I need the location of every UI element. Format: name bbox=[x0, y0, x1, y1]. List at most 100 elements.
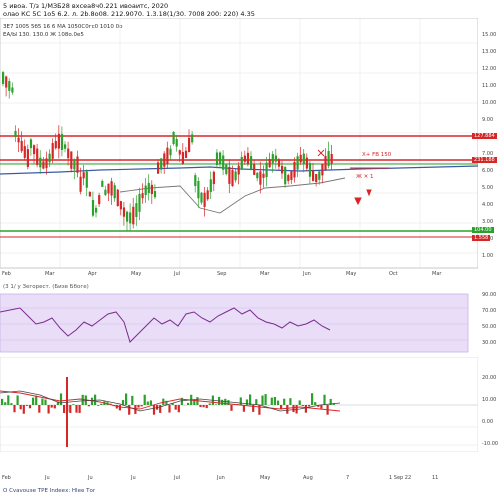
macd-bar bbox=[280, 405, 283, 409]
time-tick-4: Jul bbox=[174, 271, 181, 277]
macd-bar bbox=[59, 393, 63, 405]
rsi-tick-0: 90.00 bbox=[482, 292, 497, 298]
candle-body bbox=[169, 148, 172, 156]
candle-body bbox=[42, 161, 45, 169]
macd-bar bbox=[16, 395, 19, 405]
candle-body bbox=[113, 185, 116, 199]
candle-body bbox=[296, 156, 299, 170]
candle-body bbox=[200, 192, 203, 203]
macd-bar bbox=[221, 399, 224, 405]
moving-average-line bbox=[0, 165, 478, 175]
candle-body bbox=[166, 147, 169, 165]
candle-body bbox=[39, 157, 42, 168]
candle-body bbox=[88, 191, 91, 197]
candle-body bbox=[318, 171, 321, 180]
price-tick-8: 6.00 bbox=[482, 168, 494, 174]
candle-body bbox=[36, 148, 39, 165]
macd-bar bbox=[72, 404, 75, 405]
price-tick-3: 11.00 bbox=[482, 83, 497, 89]
candle-body bbox=[129, 212, 132, 224]
candle-body bbox=[212, 171, 215, 185]
macd-bar bbox=[320, 405, 323, 409]
candle-body bbox=[2, 72, 5, 84]
price-grid bbox=[0, 18, 478, 268]
candle-body bbox=[147, 182, 150, 194]
price-tick-1: 13.00 bbox=[482, 49, 497, 55]
macd-bar bbox=[174, 405, 177, 410]
macd-bar bbox=[239, 397, 242, 405]
macd-bar bbox=[7, 395, 10, 405]
macd-bar bbox=[168, 405, 171, 413]
macd-bar bbox=[10, 403, 13, 405]
macd-bar bbox=[69, 405, 72, 413]
macd-bar bbox=[317, 405, 320, 407]
macd-bar bbox=[286, 405, 289, 414]
macd-bar bbox=[298, 400, 301, 405]
candle-body bbox=[116, 189, 119, 207]
macd-bar bbox=[242, 405, 245, 412]
candle-body bbox=[67, 148, 70, 159]
macd-bar bbox=[41, 398, 44, 405]
candle-body bbox=[175, 139, 178, 147]
candle-body bbox=[330, 153, 333, 164]
macd-bar bbox=[301, 405, 304, 406]
macd-bar bbox=[32, 397, 35, 405]
candle-body bbox=[73, 159, 76, 170]
candle-body bbox=[265, 162, 268, 178]
rsi-tick-3: 30.00 bbox=[482, 340, 497, 346]
candle-body bbox=[228, 166, 231, 184]
candle-body bbox=[237, 165, 240, 175]
macd-bar bbox=[140, 405, 143, 407]
candle-body bbox=[281, 165, 284, 174]
macd-tick-3: -10.00 bbox=[482, 441, 499, 447]
candle-body bbox=[122, 207, 126, 217]
time-tick-0: Feb bbox=[2, 271, 11, 277]
candle-body bbox=[197, 180, 200, 199]
candle-body bbox=[191, 134, 194, 143]
candle-body bbox=[277, 159, 281, 167]
time-tick-bottom-2: Ju bbox=[88, 475, 93, 481]
candle-body bbox=[184, 150, 188, 158]
candle-body bbox=[14, 130, 17, 138]
macd-bar bbox=[131, 395, 134, 405]
candle-body bbox=[284, 167, 287, 185]
macd-bar bbox=[304, 405, 307, 413]
candle-body bbox=[79, 176, 82, 192]
candle-body bbox=[157, 162, 160, 174]
candle-body bbox=[101, 181, 104, 187]
candle-body bbox=[163, 153, 166, 167]
time-tick-8: May bbox=[346, 271, 357, 277]
candle-body bbox=[107, 183, 110, 194]
price-tick-5: 9.00 bbox=[482, 117, 494, 123]
candle-body bbox=[45, 158, 48, 169]
rsi-panel[interactable] bbox=[0, 282, 478, 357]
candle-body bbox=[219, 152, 222, 165]
macd-panel[interactable] bbox=[0, 357, 478, 452]
macd-bar bbox=[38, 405, 41, 413]
candle-body bbox=[82, 172, 85, 179]
macd-bar bbox=[199, 405, 202, 408]
macd-bar bbox=[1, 398, 4, 405]
time-tick-bottom-0: Feb bbox=[2, 475, 11, 481]
macd-bar bbox=[121, 400, 125, 405]
macd-bar bbox=[258, 405, 261, 415]
price-chart[interactable] bbox=[0, 18, 478, 270]
candle-body bbox=[126, 211, 129, 222]
candle-body bbox=[209, 179, 212, 193]
macd-bar bbox=[63, 405, 66, 413]
macd-bar bbox=[314, 402, 317, 405]
candle-body bbox=[5, 76, 8, 88]
macd-bar bbox=[249, 394, 252, 405]
time-tick-10: Mar bbox=[432, 271, 442, 277]
macd-bar bbox=[208, 403, 211, 405]
macd-bar bbox=[329, 398, 332, 405]
time-tick-7: Jun bbox=[303, 271, 311, 277]
macd-bar bbox=[81, 394, 84, 405]
candle-body bbox=[290, 171, 293, 180]
candle-body bbox=[250, 156, 253, 170]
candle-body bbox=[153, 191, 157, 198]
macd-bar bbox=[205, 405, 208, 409]
candle-body bbox=[299, 154, 302, 163]
macd-bar bbox=[193, 400, 196, 405]
price-tick-4: 10.00 bbox=[482, 100, 497, 106]
